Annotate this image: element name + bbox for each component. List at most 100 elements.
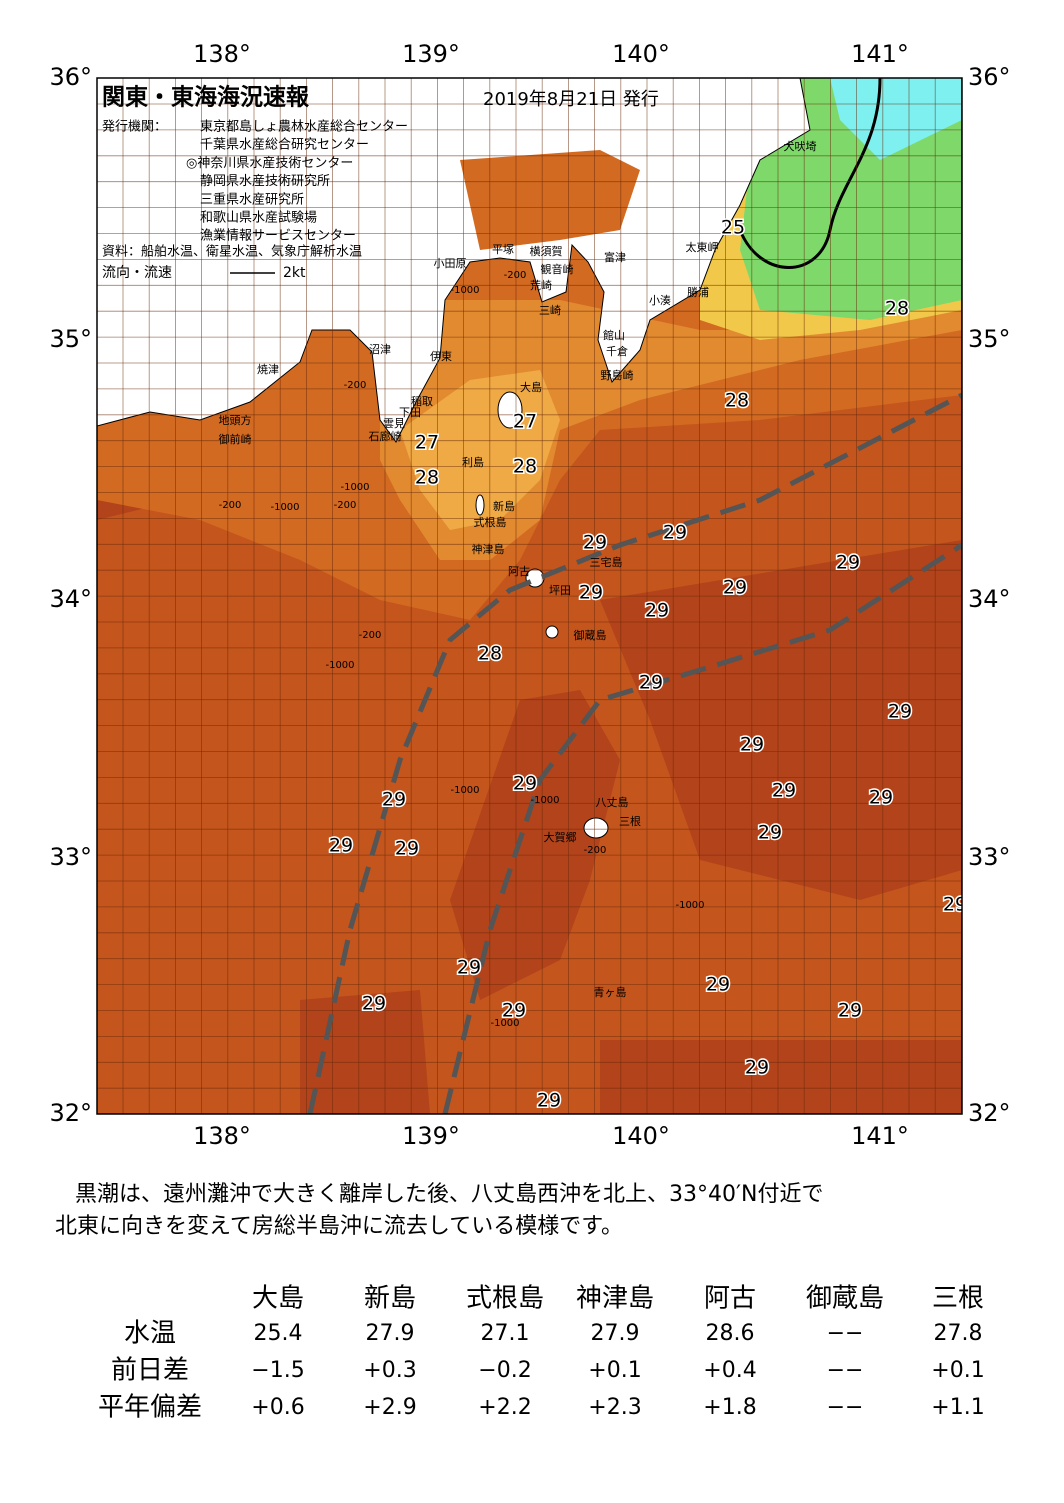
place-name: 大賀郷 <box>544 830 577 844</box>
place-name: 小湊 <box>649 293 671 307</box>
temperature-label: 29 <box>888 701 912 723</box>
issuer-label: 発行機関： <box>102 120 167 135</box>
table-cell: −− <box>827 1395 864 1420</box>
depth-label: -1000 <box>325 660 354 671</box>
issuer: 千葉県水産総合研究センター <box>200 137 369 153</box>
table-cell: 27.9 <box>591 1321 640 1346</box>
temperature-label: 28 <box>513 456 537 478</box>
depth-label: -1000 <box>675 900 704 911</box>
lat-label: 34° <box>968 585 1011 613</box>
lat-label: 35° <box>49 325 92 353</box>
issuer: ◎神奈川県水産技術センター <box>186 155 353 171</box>
table-cell: 25.4 <box>254 1321 303 1346</box>
temperature-label: 29 <box>758 822 782 844</box>
lon-label: 140° <box>612 40 670 68</box>
table-header: 阿古 <box>704 1284 756 1314</box>
depth-label: -200 <box>334 500 357 511</box>
description-line: 北東に向きを変えて房総半島沖に流去している模様です。 <box>55 1214 623 1239</box>
table-cell: 27.9 <box>366 1321 415 1346</box>
temperature-label: 29 <box>838 1000 862 1022</box>
lat-label: 32° <box>49 1099 92 1127</box>
lat-label: 36° <box>49 63 92 91</box>
map-title: 関東・東海海況速報 <box>102 84 310 111</box>
place-name: 新島 <box>493 499 515 513</box>
place-name: 地頭方 <box>219 413 252 427</box>
place-name: 館山 <box>603 328 625 342</box>
place-name: 稲取 <box>411 395 433 408</box>
table-cell: +2.2 <box>478 1395 531 1420</box>
lon-label: 139° <box>402 1122 460 1150</box>
place-name: 御前崎 <box>219 432 252 446</box>
depth-label: -1000 <box>450 785 479 796</box>
place-name: 横須賀 <box>530 244 563 258</box>
place-name: 荒崎 <box>530 278 552 292</box>
place-name: 勝浦 <box>687 285 709 299</box>
table-cell: −− <box>827 1358 864 1383</box>
table-cell: +1.8 <box>703 1395 756 1420</box>
depth-label: -1000 <box>450 285 479 296</box>
issuer: 漁業情報サービスセンター <box>200 228 356 244</box>
kuroshio-edge <box>442 542 962 1114</box>
temperature-label: 29 <box>579 582 603 604</box>
temperature-label: 29 <box>645 600 669 622</box>
depth-label: -1000 <box>270 502 299 513</box>
depth-label: -200 <box>504 270 527 281</box>
place-name: 平塚 <box>492 243 514 256</box>
depth-label: -200 <box>359 630 382 641</box>
temperature-label: 29 <box>537 1090 561 1112</box>
temperature-label: 28 <box>725 390 749 412</box>
place-name: 青ヶ島 <box>594 985 627 999</box>
place-name: 利島 <box>462 455 484 469</box>
lon-label: 138° <box>193 40 251 68</box>
table-cell: −0.2 <box>478 1358 531 1383</box>
place-name: 千倉 <box>606 344 628 358</box>
temperature-label: 25 <box>721 217 745 239</box>
lat-label: 34° <box>49 585 92 613</box>
temperature-label: 29 <box>745 1057 769 1079</box>
temperature-label: 28 <box>478 643 502 665</box>
place-name: 小田原 <box>434 257 467 270</box>
temperature-label: 29 <box>663 522 687 544</box>
place-name: 雲見 <box>383 417 405 430</box>
place-name: 大島 <box>520 380 542 394</box>
depth-label: -200 <box>344 380 367 391</box>
table-header: 三根 <box>932 1284 984 1314</box>
place-name: 焼津 <box>257 363 279 376</box>
temperature-label: 28 <box>415 467 439 489</box>
description-line: 黒潮は、遠州灘沖で大きく離岸した後、八丈島西沖を北上、33°40′N付近で <box>75 1182 823 1207</box>
table-cell: 27.8 <box>934 1321 983 1346</box>
table-header: 新島 <box>364 1284 416 1314</box>
depth-label: -200 <box>219 500 242 511</box>
temperature-label: 29 <box>772 780 796 802</box>
temperature-label: 29 <box>836 552 860 574</box>
depth-label: -1000 <box>340 482 369 493</box>
table-header: 御蔵島 <box>806 1284 884 1314</box>
row-label: 平年偏差 <box>98 1393 202 1423</box>
place-name: 三宅島 <box>590 555 623 569</box>
lon-label: 140° <box>612 1122 670 1150</box>
temperature-label: 29 <box>723 577 747 599</box>
flow-scale: 2kt <box>283 265 306 281</box>
source: 資料：船舶水温、衛星水温、気象庁解析水温 <box>102 244 362 260</box>
temperature-label: 29 <box>583 532 607 554</box>
place-name: 野島崎 <box>601 368 634 382</box>
table-cell: +0.1 <box>588 1358 641 1383</box>
temperature-label: 29 <box>740 734 764 756</box>
table-cell: +1.1 <box>931 1395 984 1420</box>
grid <box>97 78 962 1114</box>
temperature-label: 29 <box>395 838 419 860</box>
issuer: 東京都島しょ農林水産総合センター <box>200 119 408 135</box>
place-name: 三根 <box>619 814 641 828</box>
lat-label: 33° <box>49 843 92 871</box>
temperature-label: 29 <box>362 993 386 1015</box>
place-name: 阿古 <box>508 565 530 578</box>
kuroshio-axis <box>307 392 962 1114</box>
lon-label: 138° <box>193 1122 251 1150</box>
map-frame <box>96 77 963 1115</box>
place-name: 太東岬 <box>686 241 719 254</box>
lat-label: 36° <box>968 63 1011 91</box>
temperature-label: 29 <box>457 957 481 979</box>
place-name: 三崎 <box>539 303 561 317</box>
